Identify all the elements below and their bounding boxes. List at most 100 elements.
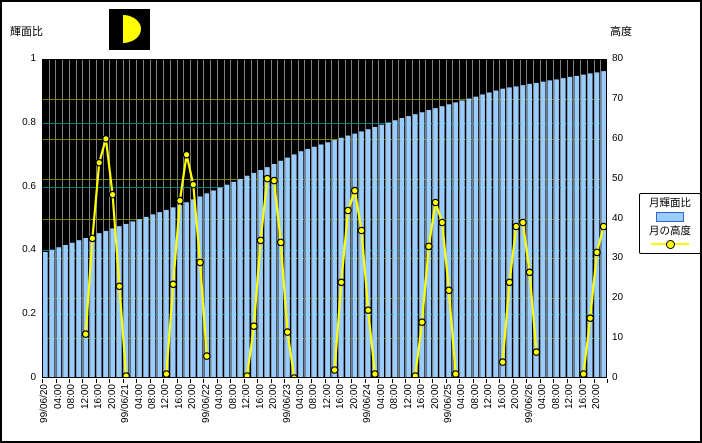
x-axis-tick-mark bbox=[243, 379, 245, 383]
x-axis-tick-mark bbox=[445, 379, 447, 383]
x-axis-tick-label: 04:00 bbox=[537, 384, 549, 410]
x-axis-tick-label: 16:00 bbox=[93, 384, 105, 410]
x-axis-tick-label: 99/06/20 bbox=[39, 384, 51, 423]
x-axis-tick-mark bbox=[512, 379, 514, 383]
x-axis-tick-mark bbox=[593, 379, 595, 383]
x-axis-tick-label: 04:00 bbox=[295, 384, 306, 410]
x-axis-tick-label: 99/06/22 bbox=[200, 384, 212, 423]
left-axis-tick-label: 0.2 bbox=[22, 308, 36, 320]
x-axis-tick-label: 16:00 bbox=[577, 384, 589, 410]
x-axis-tick-label: 12:00 bbox=[160, 384, 172, 410]
x-axis-tick-label: 04:00 bbox=[214, 384, 226, 410]
x-axis-tick-label: 16:00 bbox=[416, 384, 427, 410]
right-axis-tick-label: 70 bbox=[612, 92, 624, 104]
x-axis-tick-mark bbox=[68, 379, 70, 383]
x-axis-tick-mark bbox=[297, 379, 299, 383]
x-axis-tick-mark bbox=[163, 379, 165, 383]
x-axis-tick-label: 16:00 bbox=[335, 384, 347, 410]
x-axis-tick-label: 08:00 bbox=[550, 384, 562, 410]
x-axis-tick-label: 04:00 bbox=[375, 384, 387, 410]
x-axis-tick-mark bbox=[580, 379, 582, 383]
x-axis-tick-mark bbox=[216, 379, 218, 383]
x-axis-tick-label: 20:00 bbox=[268, 384, 280, 410]
x-axis-tick-mark bbox=[324, 379, 326, 383]
x-axis-tick-label: 12:00 bbox=[79, 384, 91, 410]
x-axis-tick-label: 20:00 bbox=[106, 384, 118, 410]
x-axis-tick-mark bbox=[82, 379, 84, 383]
x-axis-tick-mark bbox=[418, 379, 420, 383]
legend-item-moon-illumination: 月輝面比 bbox=[640, 197, 700, 222]
x-axis-tick-mark bbox=[311, 379, 312, 383]
right-axis-tick-label: 60 bbox=[612, 132, 624, 144]
x-axis-tick-label: 04:00 bbox=[52, 384, 64, 410]
plot-border bbox=[42, 59, 607, 378]
right-axis-tick-label: 40 bbox=[612, 212, 624, 224]
x-axis-tick-label: 16:00 bbox=[254, 384, 266, 410]
x-axis-tick-mark bbox=[459, 379, 460, 383]
x-axis-tick-label: 12:00 bbox=[241, 384, 253, 410]
x-axis-tick-label: 12:00 bbox=[564, 384, 575, 410]
left-axis-tick-label: 0.4 bbox=[22, 244, 36, 256]
legend-label-moon-illumination: 月輝面比 bbox=[649, 197, 691, 209]
x-axis-tick-label: 12:00 bbox=[402, 384, 414, 410]
x-axis-tick-label: 08:00 bbox=[308, 384, 320, 410]
legend-circle-marker bbox=[666, 240, 675, 249]
right-axis-title: 高度 bbox=[610, 26, 632, 38]
x-axis-tick-mark bbox=[190, 379, 191, 383]
x-axis-tick-mark bbox=[499, 379, 501, 383]
plot-area bbox=[42, 59, 607, 378]
legend-item-moon-altitude: 月の高度 bbox=[640, 225, 700, 249]
vertical-gridlines bbox=[49, 59, 601, 378]
x-axis-tick-label: 08:00 bbox=[227, 384, 239, 410]
x-axis-tick-label: 99/06/24 bbox=[362, 384, 374, 423]
x-axis-tick-mark bbox=[136, 379, 138, 383]
x-axis-tick-mark bbox=[55, 379, 57, 383]
x-axis-tick-label: 08:00 bbox=[469, 384, 481, 410]
x-axis-tick-mark bbox=[122, 379, 124, 383]
legend-line-marker-swatch bbox=[651, 239, 689, 249]
right-axis-tick-label: 50 bbox=[612, 172, 624, 184]
left-axis-title: 輝面比 bbox=[10, 26, 43, 38]
x-axis-tick-label: 12:00 bbox=[321, 384, 333, 410]
x-axis-tick-label: 08:00 bbox=[389, 384, 401, 410]
x-axis-tick-label: 20:00 bbox=[429, 384, 441, 410]
left-axis-tick-label: 0 bbox=[30, 372, 36, 383]
x-axis-tick-mark bbox=[338, 379, 339, 383]
x-axis-tick-label: 20:00 bbox=[510, 384, 522, 410]
left-axis-tick-label: 0.6 bbox=[22, 180, 36, 192]
x-axis-tick-label: 04:00 bbox=[133, 384, 145, 410]
moon-glyph bbox=[123, 15, 141, 43]
x-axis-tick-label: 99/06/21 bbox=[120, 384, 132, 423]
right-axis-tick-label: 80 bbox=[612, 53, 624, 64]
x-axis-tick-mark bbox=[607, 379, 608, 383]
x-axis-tick-mark bbox=[405, 379, 407, 383]
x-axis-tick-mark bbox=[270, 379, 272, 383]
x-axis-tick-mark bbox=[95, 379, 97, 383]
x-axis-tick-mark bbox=[176, 379, 178, 383]
x-axis-tick-mark bbox=[284, 379, 286, 383]
x-axis-tick-label: 20:00 bbox=[590, 384, 602, 410]
right-axis-tick-label: 20 bbox=[612, 292, 624, 304]
line-markers bbox=[81, 135, 607, 378]
x-axis-tick-mark bbox=[109, 379, 111, 383]
bars-series-moon-illumination bbox=[43, 71, 606, 378]
x-axis-tick-label: 12:00 bbox=[483, 384, 495, 410]
x-axis-tick-label: 04:00 bbox=[456, 384, 468, 410]
x-axis-tick-mark bbox=[553, 379, 555, 383]
moon-phase-icon bbox=[109, 9, 150, 50]
x-axis-tick-mark bbox=[364, 379, 366, 383]
x-axis-tick-label: 20:00 bbox=[348, 384, 360, 410]
x-axis-tick-mark bbox=[526, 379, 528, 383]
legend-label-moon-altitude: 月の高度 bbox=[649, 225, 691, 237]
legend-bar-swatch bbox=[656, 212, 684, 222]
right-axis-tick-label: 10 bbox=[612, 332, 624, 344]
x-axis-tick-mark bbox=[391, 379, 393, 383]
right-axis-tick-label: 0 bbox=[612, 372, 618, 383]
right-axis-tick-label: 30 bbox=[612, 252, 624, 264]
legend: 月輝面比 月の高度 bbox=[639, 193, 700, 254]
x-axis-tick-mark bbox=[351, 379, 353, 383]
x-axis-tick-mark bbox=[230, 379, 232, 383]
left-axis-tick-label: 1 bbox=[30, 53, 36, 64]
x-axis-tick-label: 16:00 bbox=[496, 384, 508, 410]
